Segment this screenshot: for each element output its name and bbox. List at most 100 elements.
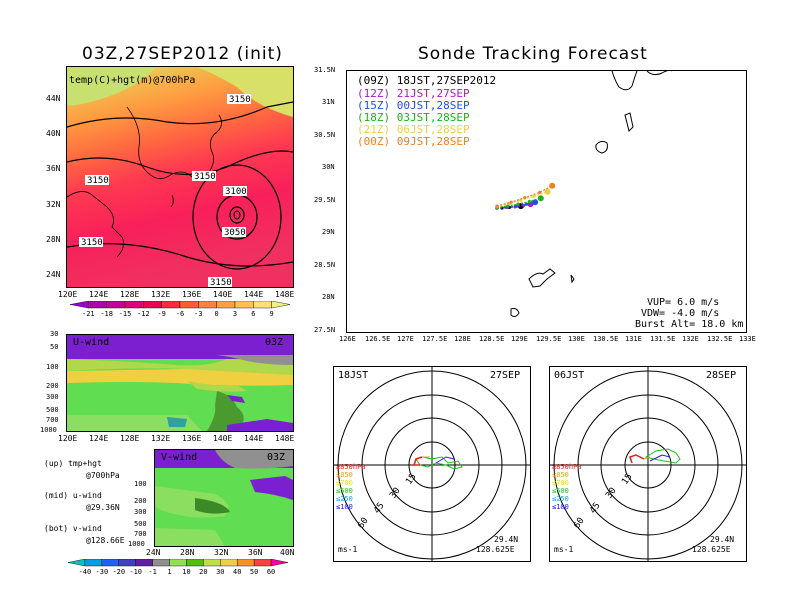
level-label: ≤500 — [552, 487, 569, 495]
wind-colorbar-tick: -40 — [79, 568, 92, 575]
u-lon-tick: 124E — [89, 434, 109, 443]
temp-map-svg: temp(C)+hgt(m)@700hPa 3150 3150 3150 310… — [67, 67, 293, 287]
level-label: ≤100 — [336, 503, 353, 511]
temp-colorbar-swatch — [234, 301, 254, 309]
wind-colorbar-swatch — [270, 559, 289, 567]
note-up-line1: (up) tmp+hgt — [44, 459, 102, 468]
track-point — [519, 198, 523, 202]
hodograph-trace — [644, 448, 681, 464]
track-lon-tick: 126.5E — [365, 335, 391, 343]
note-mid-line2: @29.36N — [86, 503, 120, 512]
left-title: 03Z,27SEP2012 (init) — [82, 44, 283, 64]
track-point — [532, 199, 539, 206]
hodograph-svg-2: 15 30 45 60 — [550, 367, 746, 561]
ring-label: 30 — [388, 486, 402, 501]
wind-colorbar-tick: 40 — [233, 568, 241, 575]
u-pressure-tick: 50 — [50, 343, 59, 351]
u-pressure-tick: 30 — [50, 330, 59, 338]
wind-colorbar-tick: 20 — [199, 568, 207, 575]
temp-colorbar-swatch — [124, 301, 144, 309]
hodograph-trace — [412, 456, 423, 466]
lon-tick: 144E — [244, 290, 264, 299]
track-line — [496, 185, 553, 207]
lat-tick: 44N — [46, 94, 61, 103]
lon-tick: 136E — [182, 290, 202, 299]
track-lat-tick: 29N — [322, 228, 335, 236]
wind-colorbar-tick: 30 — [216, 568, 224, 575]
track-lon-tick: 129.5E — [536, 335, 562, 343]
track-lon-tick: 128.5E — [479, 335, 505, 343]
temp-hgt-map: temp(C)+hgt(m)@700hPa 3150 3150 3150 310… — [66, 66, 294, 288]
hodograph-svg-1: 15 30 45 60 — [334, 367, 530, 561]
hodograph-trace — [435, 456, 455, 464]
contour-label: 3150 — [81, 238, 103, 248]
coastline — [611, 71, 672, 91]
lat-tick: 36N — [46, 164, 61, 173]
wind-colorbar-tick: 1 — [167, 568, 171, 575]
legend-item-09z: (09Z) 18JST,27SEP2012 — [357, 74, 497, 87]
hodo-unit: ms-1 — [338, 545, 358, 554]
ring-label: 60 — [356, 516, 370, 531]
hodo-date: 27SEP — [490, 370, 521, 381]
cold-region — [67, 67, 157, 106]
temp-colorbar-swatch — [271, 301, 291, 309]
level-label: ≤850 — [552, 471, 569, 479]
temp-colorbar-tick: -21 — [82, 310, 95, 317]
u-pressure-tick: 200 — [46, 382, 59, 390]
level-label: ≥850hPa — [552, 463, 582, 471]
v-wind-label: V-wind — [161, 452, 198, 463]
height-contour — [233, 210, 241, 220]
lon-tick: 120E — [58, 290, 78, 299]
contour-label: 3150 — [210, 278, 232, 287]
v-pressure-tick: 200 — [134, 497, 147, 505]
island — [595, 140, 608, 154]
hodo-lon: 128.625E — [692, 545, 731, 554]
track-lat-tick: 27.5N — [314, 326, 336, 334]
height-contour — [229, 206, 245, 224]
track-point — [538, 190, 542, 194]
temp-colorbar-tick: 3 — [233, 310, 237, 317]
temp-colorbar-tick: -12 — [137, 310, 150, 317]
temp-colorbar-swatch — [88, 301, 107, 309]
u-lon-tick: 140E — [213, 434, 233, 443]
legend-item-21z: (21Z) 06JST,28SEP — [357, 123, 470, 136]
wind-colorbar-swatch — [118, 559, 136, 567]
hodo-unit: ms-1 — [554, 545, 574, 554]
u-pressure-tick: 700 — [46, 416, 59, 424]
track-lat-tick: 30.5N — [314, 131, 336, 139]
v-lat-tick: 40N — [280, 548, 295, 557]
legend-item-15z: (15Z) 00JST,28SEP — [357, 99, 470, 112]
wind-colorbar-swatch — [152, 559, 170, 567]
wind-colorbar-tick: -10 — [129, 568, 142, 575]
vdw-param: VDW= -4.0 m/s — [641, 308, 720, 319]
island — [528, 268, 556, 288]
track-lat-tick: 31.5N — [314, 66, 336, 74]
hodo-time: 06JST — [554, 370, 585, 381]
wind-colorbar-swatch — [203, 559, 221, 567]
vup-param: VUP= 6.0 m/s — [647, 297, 720, 308]
note-bot-line2: @128.66E — [86, 536, 125, 545]
level-label: ≤250 — [336, 495, 353, 503]
track-lon-tick: 131.5E — [650, 335, 676, 343]
track-lat-tick: 30N — [322, 163, 335, 171]
v-lat-tick: 28N — [180, 548, 195, 557]
track-line — [496, 201, 536, 209]
v-pressure-tick: 1000 — [128, 540, 145, 548]
hodograph-trace — [649, 454, 671, 462]
lon-tick: 148E — [275, 290, 295, 299]
ring-label: 45 — [372, 501, 386, 516]
wind-colorbar-swatch — [67, 559, 86, 567]
hodo-date: 28SEP — [706, 370, 737, 381]
temp-colorbar-tick: 0 — [215, 310, 219, 317]
v-pressure-tick: 100 — [134, 480, 147, 488]
track-lon-tick: 131E — [625, 335, 642, 343]
level-label: ≥850hPa — [336, 463, 366, 471]
track-lon-tick: 127.5E — [422, 335, 448, 343]
hodo-time: 18JST — [338, 370, 369, 381]
island — [510, 308, 520, 318]
u-wind-svg — [67, 335, 293, 431]
u-lon-tick: 132E — [151, 434, 171, 443]
wind-colorbar-swatch — [237, 559, 255, 567]
island — [624, 112, 634, 132]
temp-colorbar-swatch — [69, 301, 89, 309]
